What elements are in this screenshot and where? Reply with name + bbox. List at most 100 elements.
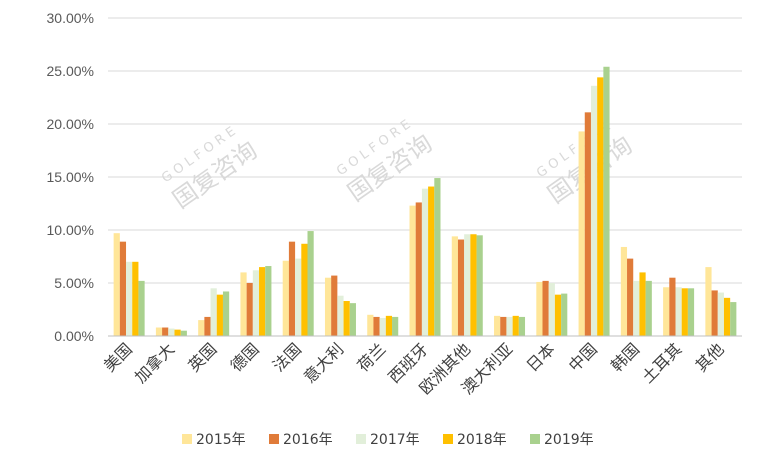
legend-swatch <box>182 434 192 444</box>
x-category-label: 德国 <box>227 339 263 375</box>
bar <box>162 327 169 336</box>
bar <box>711 290 718 336</box>
bar <box>669 277 676 336</box>
bar <box>506 316 513 336</box>
x-category-label: 土耳其 <box>638 339 685 386</box>
bar <box>301 243 308 336</box>
bar <box>434 178 441 336</box>
bar <box>470 234 477 336</box>
legend: 2015年 2016年 2017年 2018年 2019年 <box>182 432 594 448</box>
y-tick-label: 20.00% <box>47 116 94 132</box>
x-category-label: 加拿大 <box>131 339 178 386</box>
bar <box>512 315 519 336</box>
bar <box>240 272 247 336</box>
bar <box>428 186 435 336</box>
bar <box>723 297 731 336</box>
bar <box>385 315 393 336</box>
bar <box>633 280 640 336</box>
x-category-label: 中国 <box>565 339 601 375</box>
bar <box>603 66 610 336</box>
bar <box>126 261 133 336</box>
bar <box>337 295 344 336</box>
bar <box>252 270 260 336</box>
bar <box>331 275 338 336</box>
bar <box>590 85 598 336</box>
y-tick-label: 5.00% <box>54 275 94 291</box>
bar <box>457 239 465 336</box>
bar <box>584 112 591 336</box>
legend-label: 2016年 <box>283 432 333 448</box>
bar <box>307 231 314 336</box>
bar <box>536 281 543 336</box>
bar <box>681 288 688 336</box>
y-tick-label: 25.00% <box>47 63 94 79</box>
bar <box>349 303 356 336</box>
bar <box>415 202 422 336</box>
bar <box>645 280 652 336</box>
bar <box>324 277 332 336</box>
x-category-label: 荷兰 <box>353 339 389 375</box>
x-category-label: 美国 <box>100 339 136 375</box>
bar <box>620 246 628 336</box>
bar <box>180 330 187 336</box>
legend-swatch <box>356 434 366 444</box>
bar <box>367 314 374 336</box>
legend-label: 2015年 <box>196 432 246 448</box>
bar <box>548 283 555 336</box>
legend-label: 2018年 <box>457 432 507 448</box>
bar <box>663 287 670 336</box>
x-category-label: 英国 <box>184 339 220 375</box>
bar <box>578 131 585 336</box>
bar <box>518 316 526 336</box>
bar <box>627 258 634 336</box>
watermark: GOLFORE国复咨询GOLFORE国复咨询GOLFORE国复咨询 <box>159 115 637 214</box>
bar <box>210 288 217 336</box>
bar <box>216 294 223 336</box>
x-category-label: 韩国 <box>607 339 643 375</box>
bar <box>476 235 483 336</box>
bar <box>597 77 604 337</box>
bar <box>138 280 145 336</box>
bar <box>132 261 139 336</box>
bar <box>282 260 289 336</box>
bar <box>500 316 507 336</box>
bar <box>288 241 296 336</box>
x-category-label: 意大利 <box>300 339 347 386</box>
bar <box>113 233 120 336</box>
bar <box>675 287 682 336</box>
y-tick-label: 30.00% <box>47 10 94 26</box>
bar <box>295 258 302 336</box>
legend-swatch <box>530 434 540 444</box>
bar <box>639 272 646 336</box>
legend-swatch <box>269 434 279 444</box>
bar <box>204 316 211 336</box>
bar <box>542 280 549 336</box>
bar <box>554 294 562 336</box>
bar <box>246 283 253 336</box>
bar <box>717 292 724 336</box>
bar <box>198 320 205 336</box>
bars <box>113 66 737 337</box>
bar <box>561 293 568 336</box>
bar <box>379 317 386 336</box>
bar <box>259 267 266 336</box>
bar <box>119 241 127 336</box>
bar <box>155 327 163 336</box>
bar <box>174 329 181 336</box>
bar <box>343 301 350 336</box>
bar <box>265 266 272 336</box>
bar <box>392 316 399 336</box>
legend-label: 2017年 <box>370 432 420 448</box>
y-axis-ticks: 0.00% 5.00% 10.00% 15.00% 20.00% 25.00% 30.00% <box>47 10 94 344</box>
legend-label: 2019年 <box>544 432 594 448</box>
y-tick-label: 10.00% <box>47 222 94 238</box>
legend-swatch <box>443 434 453 444</box>
gridlines <box>108 17 742 284</box>
bar <box>222 291 230 336</box>
bar <box>373 316 380 336</box>
bar <box>687 288 695 336</box>
